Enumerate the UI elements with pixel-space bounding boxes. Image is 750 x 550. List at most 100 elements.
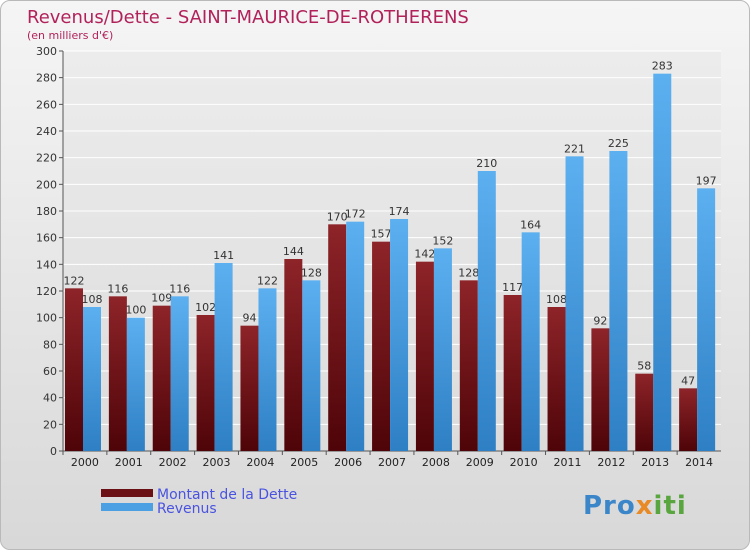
y-tick-label: 120 xyxy=(36,285,57,298)
x-tick-label: 2011 xyxy=(553,456,581,469)
bar-dette xyxy=(372,241,391,451)
data-label-dette: 102 xyxy=(195,301,216,314)
bar-revenus xyxy=(697,188,716,452)
data-label-dette: 128 xyxy=(458,266,479,279)
x-tick-label: 2010 xyxy=(510,456,538,469)
chart-subtitle: (en milliers d'€) xyxy=(27,29,114,42)
x-tick-label: 2004 xyxy=(246,456,274,469)
bar-revenus xyxy=(390,219,409,451)
data-label-revenus: 225 xyxy=(608,137,629,150)
y-tick-label: 260 xyxy=(36,98,57,111)
data-label-dette: 94 xyxy=(242,312,256,325)
data-label-revenus: 128 xyxy=(301,266,322,279)
data-label-dette: 92 xyxy=(593,314,607,327)
legend-label-dette: Montant de la Dette xyxy=(157,487,298,503)
bar-revenus xyxy=(521,232,540,451)
data-label-revenus: 108 xyxy=(82,293,103,306)
data-label-revenus: 174 xyxy=(389,205,410,218)
bar-revenus xyxy=(302,280,321,451)
legend-swatch-dette xyxy=(101,489,153,497)
data-label-dette: 109 xyxy=(151,292,172,305)
x-tick-label: 2001 xyxy=(115,456,143,469)
y-tick-label: 80 xyxy=(43,338,57,351)
y-tick-label: 60 xyxy=(43,365,57,378)
data-label-revenus: 164 xyxy=(520,218,541,231)
data-label-revenus: 172 xyxy=(345,208,366,221)
data-label-revenus: 210 xyxy=(476,157,497,170)
y-tick-label: 240 xyxy=(36,125,57,138)
y-tick-label: 0 xyxy=(50,445,57,458)
bar-revenus xyxy=(609,151,628,451)
legend-swatch-revenus xyxy=(101,503,153,511)
y-tick-label: 220 xyxy=(36,152,57,165)
y-tick-label: 180 xyxy=(36,205,57,218)
y-tick-label: 100 xyxy=(36,312,57,325)
y-tick-label: 280 xyxy=(36,72,57,85)
data-label-revenus: 100 xyxy=(125,304,146,317)
bar-revenus xyxy=(126,317,145,451)
bar-dette xyxy=(284,259,303,451)
data-label-revenus: 197 xyxy=(696,174,717,187)
x-tick-label: 2009 xyxy=(466,456,494,469)
legend-label-revenus: Revenus xyxy=(157,501,217,517)
chart-title: Revenus/Dette - SAINT-MAURICE-DE-ROTHERE… xyxy=(27,7,469,28)
bar-dette xyxy=(240,325,259,451)
bar-revenus xyxy=(214,263,233,451)
data-label-dette: 144 xyxy=(283,245,304,258)
bar-dette xyxy=(679,388,698,451)
bar-dette xyxy=(591,328,610,451)
bar-revenus xyxy=(565,156,584,452)
y-tick-label: 300 xyxy=(36,45,57,58)
bar-dette xyxy=(547,307,566,451)
bar-dette xyxy=(328,224,347,451)
data-label-revenus: 122 xyxy=(257,274,278,287)
bar-revenus xyxy=(258,288,277,451)
y-tick-label: 200 xyxy=(36,178,57,191)
x-tick-label: 2012 xyxy=(597,456,625,469)
x-tick-label: 2006 xyxy=(334,456,362,469)
bar-dette xyxy=(196,315,215,451)
bar-dette xyxy=(459,280,478,451)
bar-dette xyxy=(503,295,522,451)
bar-dette xyxy=(415,261,434,451)
data-label-dette: 47 xyxy=(681,374,695,387)
data-label-revenus: 152 xyxy=(432,234,453,247)
data-label-dette: 157 xyxy=(371,228,392,241)
data-label-dette: 122 xyxy=(64,274,85,287)
bar-dette xyxy=(635,373,654,451)
data-label-dette: 58 xyxy=(637,360,651,373)
proxiti-logo: Proxiti xyxy=(583,491,687,521)
y-tick-label: 40 xyxy=(43,392,57,405)
data-label-dette: 117 xyxy=(502,281,523,294)
x-tick-label: 2005 xyxy=(290,456,318,469)
bar-revenus xyxy=(83,307,101,451)
data-label-dette: 116 xyxy=(107,282,128,295)
x-tick-label: 2000 xyxy=(71,456,99,469)
x-tick-label: 2002 xyxy=(159,456,187,469)
bar-revenus xyxy=(477,171,496,451)
data-label-dette: 108 xyxy=(546,293,567,306)
y-tick-label: 160 xyxy=(36,232,57,245)
bar-revenus xyxy=(170,296,189,451)
data-label-dette: 170 xyxy=(327,210,348,223)
data-label-revenus: 116 xyxy=(169,282,190,295)
data-label-dette: 142 xyxy=(414,248,435,261)
bar-revenus xyxy=(346,221,365,451)
x-tick-label: 2003 xyxy=(203,456,231,469)
data-label-revenus: 221 xyxy=(564,142,585,155)
data-label-revenus: 141 xyxy=(213,249,234,262)
data-label-revenus: 283 xyxy=(652,60,673,73)
x-tick-label: 2014 xyxy=(685,456,713,469)
y-tick-label: 140 xyxy=(36,258,57,271)
bar-dette xyxy=(108,296,127,451)
x-tick-label: 2007 xyxy=(378,456,406,469)
bar-revenus xyxy=(653,73,672,452)
x-tick-label: 2008 xyxy=(422,456,450,469)
bar-dette xyxy=(65,288,83,451)
y-tick-label: 20 xyxy=(43,418,57,431)
bar-revenus xyxy=(433,248,452,451)
bar-dette xyxy=(152,305,171,451)
x-tick-label: 2013 xyxy=(641,456,669,469)
